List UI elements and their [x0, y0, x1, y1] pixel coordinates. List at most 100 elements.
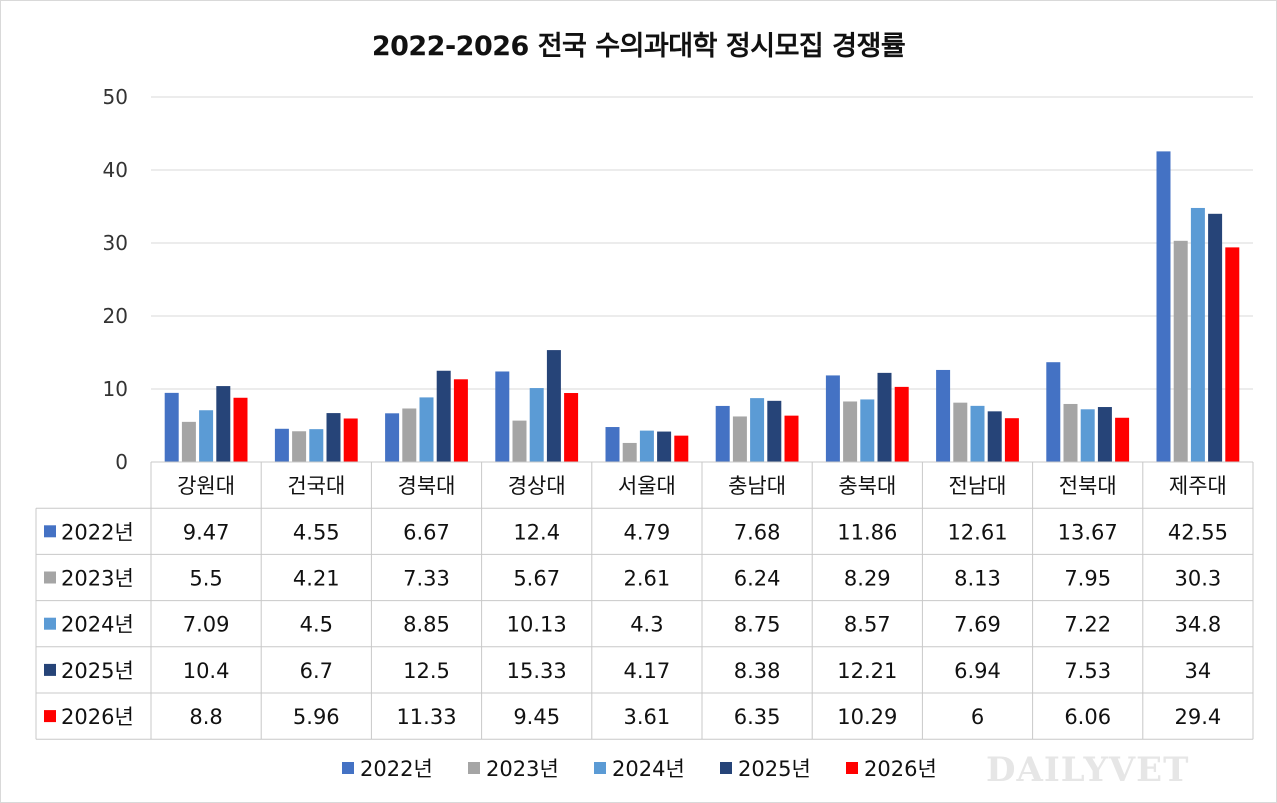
- bar: [1208, 213, 1223, 462]
- bar: [343, 418, 358, 462]
- bar: [1080, 409, 1095, 462]
- data-label: 12.5: [403, 659, 450, 683]
- data-label: 8.29: [844, 567, 891, 591]
- bar: [784, 415, 799, 462]
- row-label: 2026년: [61, 705, 134, 729]
- data-label: 11.86: [837, 520, 897, 544]
- bar: [402, 408, 417, 462]
- bar: [274, 428, 289, 462]
- bar: [953, 402, 968, 462]
- data-label: 5.96: [293, 705, 340, 729]
- data-label: 7.68: [734, 520, 781, 544]
- data-label: 34.8: [1175, 613, 1222, 637]
- bar: [1063, 403, 1078, 462]
- legend-swatch: [720, 762, 732, 774]
- bar: [657, 431, 672, 462]
- legend-label: 2025년: [738, 757, 811, 781]
- data-label: 4.3: [630, 613, 663, 637]
- data-label: 30.3: [1175, 567, 1222, 591]
- bar: [385, 413, 400, 462]
- data-label: 6.06: [1064, 705, 1111, 729]
- data-label: 12.4: [513, 520, 560, 544]
- bar: [1046, 362, 1061, 462]
- row-label: 2025년: [61, 659, 134, 683]
- legend-swatch: [342, 762, 354, 774]
- data-label: 8.8: [189, 705, 222, 729]
- data-label: 6.35: [734, 705, 781, 729]
- bar: [1173, 240, 1188, 462]
- data-label: 13.67: [1058, 520, 1118, 544]
- bar: [181, 421, 196, 462]
- bar: [1004, 418, 1019, 462]
- bar: [309, 429, 324, 462]
- bar: [164, 392, 179, 462]
- data-label: 11.33: [396, 705, 456, 729]
- data-label: 29.4: [1175, 705, 1222, 729]
- data-label: 8.57: [844, 613, 891, 637]
- bar: [419, 397, 434, 462]
- data-label: 8.75: [734, 613, 781, 637]
- data-label: 9.45: [513, 705, 560, 729]
- data-label: 4.55: [293, 520, 340, 544]
- bar: [1225, 247, 1240, 462]
- legend-key: [44, 710, 56, 723]
- bar: [1190, 207, 1205, 462]
- bar: [199, 410, 214, 462]
- data-label: 4.5: [300, 613, 333, 637]
- row-label: 2022년: [61, 520, 134, 544]
- bar: [1156, 151, 1171, 462]
- legend-swatch: [594, 762, 606, 774]
- bar: [512, 420, 527, 462]
- bar: [453, 379, 468, 462]
- data-label: 6.24: [734, 567, 781, 591]
- data-label: 8.85: [403, 613, 450, 637]
- row-label: 2023년: [61, 567, 134, 591]
- legend-key: [44, 663, 56, 676]
- bar: [843, 401, 858, 462]
- data-label: 4.17: [624, 659, 671, 683]
- category-label: 전남대: [949, 474, 1007, 498]
- data-label: 42.55: [1168, 520, 1228, 544]
- bar: [326, 413, 341, 462]
- category-label: 서울대: [618, 474, 676, 498]
- data-label: 6.94: [954, 659, 1001, 683]
- bar: [825, 375, 840, 462]
- data-label: 5.67: [513, 567, 560, 591]
- bar: [860, 399, 875, 462]
- data-label: 7.53: [1064, 659, 1111, 683]
- data-label: 7.33: [403, 567, 450, 591]
- bar: [894, 386, 909, 462]
- legend-label: 2022년: [360, 757, 433, 781]
- category-label: 경상대: [508, 474, 566, 498]
- bar: [674, 435, 689, 462]
- bar: [970, 405, 985, 462]
- bar: [605, 427, 620, 462]
- legend-label: 2026년: [864, 757, 937, 781]
- bar: [936, 369, 951, 462]
- legend-key: [44, 617, 56, 630]
- bar: [495, 371, 510, 462]
- legend-key: [44, 571, 56, 584]
- data-label: 8.13: [954, 567, 1001, 591]
- legend-swatch: [468, 762, 480, 774]
- data-label: 34: [1185, 659, 1212, 683]
- chart-title: 2022-2026 전국 수의과대학 정시모집 경쟁률: [371, 31, 906, 62]
- legend-label: 2024년: [612, 757, 685, 781]
- bar: [1115, 417, 1130, 462]
- data-label: 6.67: [403, 520, 450, 544]
- y-tick-label: 30: [103, 231, 128, 255]
- category-label: 강원대: [177, 474, 235, 498]
- data-label: 12.61: [947, 520, 1007, 544]
- data-label: 4.79: [624, 520, 671, 544]
- legend-swatch: [846, 762, 858, 774]
- y-tick-label: 20: [103, 304, 128, 328]
- category-label: 건국대: [287, 474, 345, 498]
- category-label: 경북대: [398, 474, 456, 498]
- legend-label: 2023년: [486, 757, 559, 781]
- bar: [436, 370, 451, 462]
- data-label: 6: [971, 705, 984, 729]
- bar: [233, 397, 248, 462]
- data-label: 9.47: [183, 520, 230, 544]
- data-label: 7.95: [1064, 567, 1111, 591]
- data-label: 7.22: [1064, 613, 1111, 637]
